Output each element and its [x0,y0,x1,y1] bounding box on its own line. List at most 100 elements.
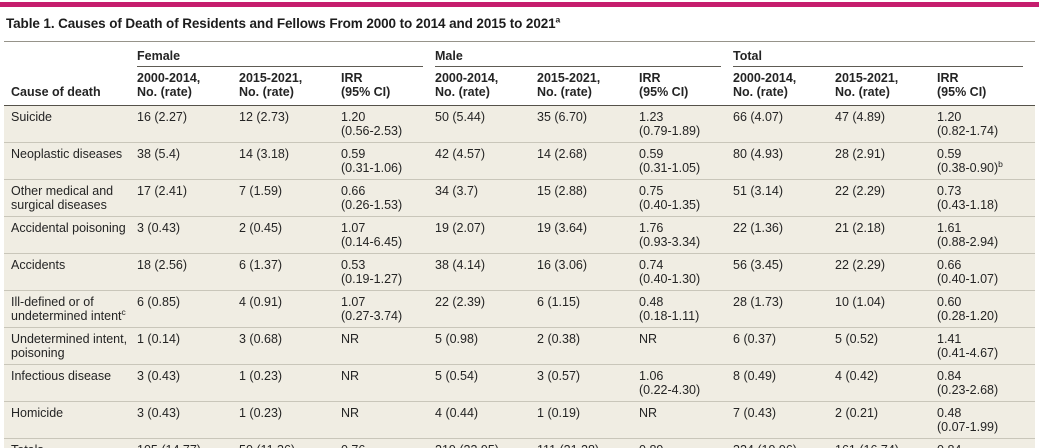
female-irr-cell: 0.76(0.54-1.06) [341,438,436,448]
female-2000-2014-cell: 3 (0.43) [137,216,239,254]
female-2000-2014-cell: 3 (0.43) [137,364,239,402]
total-2015-2021-cell: 5 (0.52) [835,327,938,365]
table-row-infectious-disease: Infectious disease 3 (0.43) 1 (0.23) NR … [4,364,1036,402]
total-2015-2021-cell: 4 (0.42) [835,364,938,402]
male-2015-2021-cell: 16 (3.06) [537,253,640,291]
male-2015-2021-cell: 35 (6.70) [537,110,588,124]
total-irr-cell: 0.73 (0.43-1.18) [937,179,1036,217]
table-row-totals: Totals 105 (14.77) 50 (11.36) 0.76(0.54-… [4,438,1036,448]
total-2000-2014-cell: 66 (4.07) [733,110,784,124]
male-irr-cell: 0.75 (0.40-1.35) [639,179,734,217]
table-row-ill-defined-undetermined: Ill-defined or of undetermined intentc 6… [4,290,1036,328]
total-2015-2021-cell: 2 (0.21) [835,401,938,439]
cause-cell: Totals [4,438,137,448]
cause-cell: Other medical and surgical diseases [4,179,137,217]
table-row-undetermined-intent-poisoning: Undetermined intent, poisoning 1 (0.14) … [4,327,1036,365]
female-2015-2021-cell: 14 (3.18) [239,142,341,180]
total-2000-2014-cell: 51 (3.14) [733,179,836,217]
male-2015-2021-cell: 15 (2.88) [537,179,640,217]
total-irr-cell: 1.20 (0.82-1.74) [937,110,999,138]
male-irr-cell: NR [639,327,734,365]
female-irr-cell: NR [341,364,436,402]
total-2000-2014-cell: 6 (0.37) [733,327,836,365]
female-2000-2014-header: 2000-2014, No. (rate) [137,67,239,106]
male-2000-2014-header: 2000-2014, No. (rate) [435,67,538,106]
female-irr-cell: 1.20 (0.56-2.53) [341,110,403,138]
cause-cell: Ill-defined or of undetermined intentc [4,290,137,328]
female-irr-cell: 1.07 (0.14-6.45) [341,216,436,254]
male-2000-2014-cell: 22 (2.39) [435,290,538,328]
male-2015-2021-cell: 111 (21.28) [537,438,640,448]
male-2015-2021-cell: 1 (0.19) [537,401,640,439]
female-2000-2014-cell: 1 (0.14) [137,327,239,365]
footnote-marker: c [121,306,126,317]
female-irr-header: IRR (95% CI) [341,67,436,106]
male-irr-cell: 1.23 (0.79-1.89) [639,110,701,138]
table-row-homicide: Homicide 3 (0.43) 1 (0.23) NR 4 (0.44) 1… [4,401,1036,439]
table-title: Table 1. Causes of Death of Residents an… [6,14,561,31]
total-irr-cell: 0.84 (0.23-2.68) [937,364,1036,402]
group-header-female: Female [137,42,436,67]
table-header: Cause of death Female Male Total 2000-20… [4,42,1036,106]
group-header-total: Total [733,42,1036,67]
total-2000-2014-cell: 7 (0.43) [733,401,836,439]
table-row-accidental-poisoning: Accidental poisoning 3 (0.43) 2 (0.45) 1… [4,216,1036,254]
male-2015-2021-cell: 6 (1.15) [537,290,640,328]
total-2015-2021-cell: 22 (2.29) [835,179,938,217]
total-irr-cell: 0.66 (0.40-1.07) [937,253,1036,291]
total-2015-2021-cell: 47 (4.89) [835,110,886,124]
female-2015-2021-cell: 50 (11.36) [239,438,341,448]
causes-of-death-table: Cause of death Female Male Total 2000-20… [4,42,1036,448]
total-irr-cell: 0.84(0.69-1.01) [937,438,1036,448]
table-row-neoplastic-diseases: Neoplastic diseases 38 (5.4) 14 (3.18) 0… [4,142,1036,180]
male-2000-2014-cell: 219 (23.95) [435,438,538,448]
female-2015-2021-header: 2015-2021, No. (rate) [239,67,341,106]
total-2015-2021-cell: 22 (2.29) [835,253,938,291]
group-header-row: Cause of death Female Male Total [4,42,1036,106]
total-irr-header: IRR (95% CI) [937,67,1036,106]
total-2015-2021-cell: 21 (2.18) [835,216,938,254]
table-row-other-medical-surgical: Other medical and surgical diseases 17 (… [4,179,1036,217]
male-irr-cell: 0.89(0.71-1.12) [639,438,734,448]
female-irr-cell: NR [341,401,436,439]
female-irr-cell: 0.66 (0.26-1.53) [341,179,436,217]
male-irr-cell: 0.74 (0.40-1.30) [639,253,734,291]
cause-cell: Accidental poisoning [4,216,137,254]
male-2015-2021-cell: 2 (0.38) [537,327,640,365]
female-2000-2014-cell: 6 (0.85) [137,290,239,328]
cause-cell: Suicide [11,110,52,124]
footnote-marker: b [998,158,1003,169]
female-2000-2014-cell: 3 (0.43) [137,401,239,439]
male-2000-2014-cell: 5 (0.98) [435,327,538,365]
total-2015-2021-cell: 28 (2.91) [835,142,938,180]
male-irr-header: IRR (95% CI) [639,67,734,106]
male-2000-2014-cell: 42 (4.57) [435,142,538,180]
total-irr-cell: 1.41 (0.41-4.67) [937,327,1036,365]
cause-cell: Neoplastic diseases [4,142,137,180]
female-2000-2014-cell: 105 (14.77) [137,438,239,448]
male-2000-2014-cell: 19 (2.07) [435,216,538,254]
male-irr-cell: 1.76 (0.93-3.34) [639,216,734,254]
total-2000-2014-cell: 28 (1.73) [733,290,836,328]
total-irr-cell: 0.48 (0.07-1.99) [937,401,1036,439]
male-irr-cell: NR [639,401,734,439]
total-irr-cell: 1.61 (0.88-2.94) [937,216,1036,254]
female-2015-2021-cell: 12 (2.73) [239,110,290,124]
male-2015-2021-cell: 14 (2.68) [537,142,640,180]
total-2015-2021-header: 2015-2021, No. (rate) [835,67,938,106]
male-2015-2021-cell: 3 (0.57) [537,364,640,402]
female-2015-2021-cell: 4 (0.91) [239,290,341,328]
female-2015-2021-cell: 7 (1.59) [239,179,341,217]
female-2000-2014-cell: 16 (2.27) [137,110,188,124]
sub-header-row: 2000-2014, No. (rate) 2015-2021, No. (ra… [4,67,1036,106]
male-2000-2014-cell: 5 (0.54) [435,364,538,402]
cause-cell: Accidents [4,253,137,291]
male-2015-2021-cell: 19 (3.64) [537,216,640,254]
total-2000-2014-cell: 324 (19.96) [733,438,836,448]
male-2015-2021-header: 2015-2021, No. (rate) [537,67,640,106]
title-footnote-marker: a [555,14,561,25]
male-irr-cell: 1.06 (0.22-4.30) [639,364,734,402]
table-row-suicide: Suicide 16 (2.27) 12 (2.73) 1.20 (0.56-2.… [4,106,1035,143]
male-2000-2014-cell: 50 (5.44) [435,110,486,124]
